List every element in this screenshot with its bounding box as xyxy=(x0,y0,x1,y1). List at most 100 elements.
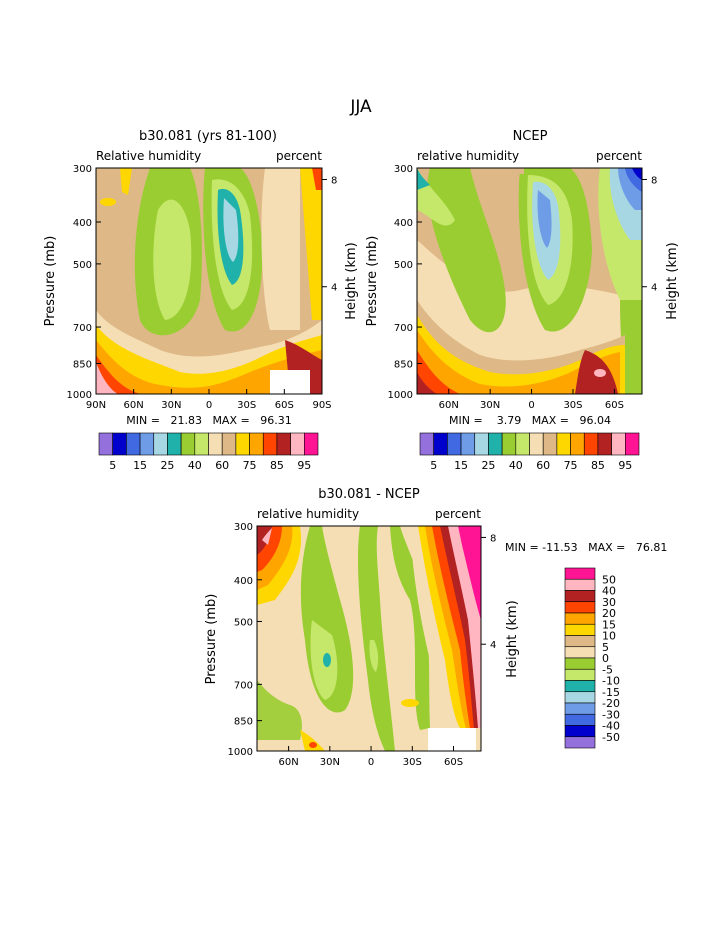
colorbar-label: 95 xyxy=(618,459,632,472)
x-tick-label: 60N xyxy=(278,757,298,768)
y-tick-label: 500 xyxy=(394,260,413,271)
plot-frame xyxy=(256,525,482,752)
x-tick-label: 90S xyxy=(312,400,331,411)
colorbar-swatch xyxy=(515,432,530,456)
contour-region xyxy=(390,526,430,730)
contour-region xyxy=(300,730,325,751)
colorbar-label: 5 xyxy=(602,641,609,654)
colorbar-swatch xyxy=(501,432,517,456)
colorbar-label: 75 xyxy=(564,459,578,472)
colorbar-label: -50 xyxy=(602,731,620,744)
colorbar-label: -5 xyxy=(602,663,613,676)
colorbar-label: 95 xyxy=(297,459,311,472)
colorbar-swatch xyxy=(564,668,596,681)
colorbar-swatch xyxy=(98,432,113,456)
colorbar-swatch xyxy=(235,432,250,456)
contour-region xyxy=(417,372,437,394)
panel-left-label: relative humidity xyxy=(417,149,519,163)
colorbar-label: -10 xyxy=(602,675,620,688)
y-axis: 300 400 500 700 850 1000 xyxy=(388,164,422,401)
colorbar-label: -15 xyxy=(602,686,620,699)
colorbar-swatch xyxy=(419,432,434,456)
x-tick-label: 0 xyxy=(206,400,212,411)
colorbar-swatch xyxy=(290,432,305,456)
contour-region xyxy=(309,742,317,748)
colorbar-label: 85 xyxy=(270,459,284,472)
colorbar-swatch xyxy=(583,432,599,456)
colorbar-swatch xyxy=(564,635,596,648)
colorbar-swatch xyxy=(112,432,127,456)
colorbar-swatch xyxy=(262,432,278,456)
y2-tick-label: 8 xyxy=(331,175,337,186)
colorbar-swatch xyxy=(564,590,596,603)
y2-tick-label: 4 xyxy=(490,640,496,651)
y-tick-label: 850 xyxy=(73,359,92,370)
colorbar-label: 10 xyxy=(602,630,616,643)
colorbar: 5 15 25 40 60 75 85 95 xyxy=(98,432,319,472)
colorbar-swatch xyxy=(564,680,596,693)
colorbar-swatch xyxy=(474,432,489,456)
contour-region xyxy=(312,168,322,190)
contour-region xyxy=(120,168,132,195)
x-tick-label: 60N xyxy=(439,400,459,411)
colorbar-swatch xyxy=(570,432,585,456)
y-axis-label: Pressure (mb) xyxy=(43,236,58,327)
y2-axis-label: Height (km) xyxy=(505,600,520,677)
colorbar-swatch xyxy=(433,432,448,456)
panel-ncep: NCEP relative humidity percent xyxy=(365,129,680,472)
contour-region xyxy=(300,168,322,320)
min-max-stats: MIN = 21.83 MAX = 96.31 xyxy=(126,414,291,427)
x-tick-label: 0 xyxy=(528,400,534,411)
y2-tick-label: 8 xyxy=(490,533,496,544)
panel-right-label: percent xyxy=(435,507,481,521)
colorbar-swatch xyxy=(564,657,596,670)
colorbar-swatch xyxy=(194,432,209,456)
x-tick-label: 60S xyxy=(275,400,294,411)
colorbar-label: 75 xyxy=(243,459,257,472)
colorbar-swatch xyxy=(460,432,476,456)
colorbar-swatch xyxy=(249,432,264,456)
colorbar-swatch xyxy=(542,432,558,456)
colorbar-swatch xyxy=(529,432,544,456)
contour-region xyxy=(458,526,481,620)
missing-data-region xyxy=(428,728,476,751)
contour-field xyxy=(257,526,481,751)
colorbar-swatch xyxy=(597,432,612,456)
colorbar-label: 5 xyxy=(109,459,116,472)
contour-region xyxy=(518,168,524,174)
contour-region xyxy=(96,340,322,394)
colorbar-swatch xyxy=(564,736,596,749)
y-axis-label: Pressure (mb) xyxy=(204,594,219,685)
y-tick-label: 700 xyxy=(234,680,253,691)
x-tick-label: 0 xyxy=(368,757,374,768)
contour-region xyxy=(594,369,606,377)
page-title: JJA xyxy=(349,97,372,117)
colorbar-swatch xyxy=(447,432,462,456)
colorbar-swatch xyxy=(564,691,596,704)
panel-title: NCEP xyxy=(513,129,548,144)
x-tick-label: 90N xyxy=(86,400,106,411)
x-tick-label: 30N xyxy=(480,400,500,411)
contour-region xyxy=(401,699,419,707)
colorbar-swatch xyxy=(556,432,571,456)
panel-right-label: percent xyxy=(596,149,642,163)
y2-tick-label: 8 xyxy=(651,175,657,186)
colorbar-label: 5 xyxy=(430,459,437,472)
contour-region xyxy=(357,526,395,751)
y2-axis: 84 xyxy=(322,175,337,294)
min-max-stats: MIN = -11.53 MAX = 76.81 xyxy=(505,541,667,554)
colorbar-swatch xyxy=(625,432,640,456)
colorbar-swatch xyxy=(167,432,182,456)
colorbar-label: 60 xyxy=(536,459,550,472)
colorbar-label: 15 xyxy=(133,459,147,472)
colorbar-label: 30 xyxy=(602,596,616,609)
contour-region xyxy=(257,680,302,740)
y2-axis-label: Height (km) xyxy=(665,242,680,319)
y-axis: 300 400 500 700 850 1000 xyxy=(228,522,262,758)
y2-axis-label: Height (km) xyxy=(344,242,359,319)
colorbar-swatch xyxy=(208,432,223,456)
x-axis: 60N 30N 0 30S 60S xyxy=(278,746,463,768)
contour-region xyxy=(262,528,272,545)
